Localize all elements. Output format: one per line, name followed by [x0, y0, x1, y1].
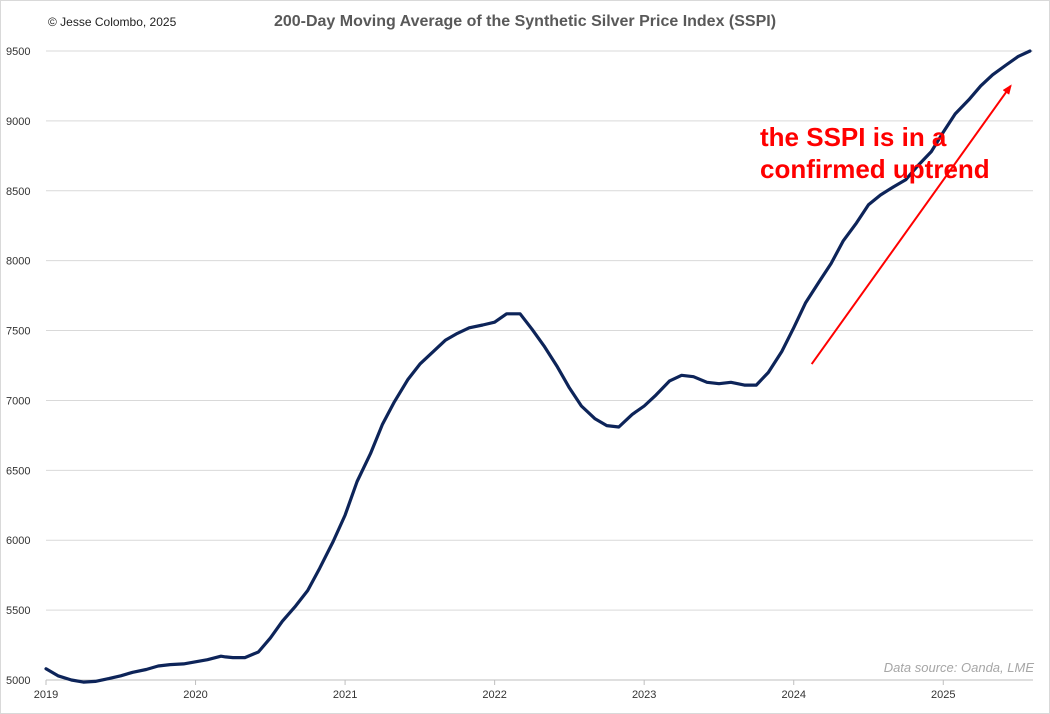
- y-tick-label: 6000: [6, 535, 30, 547]
- sspi-200dma-line: [44, 49, 1032, 684]
- chart-title: 200-Day Moving Average of the Synthetic …: [273, 13, 777, 30]
- annotation-layer: [810, 84, 1012, 365]
- y-tick-label: 6500: [6, 465, 30, 477]
- x-tick-label: 2022: [482, 689, 506, 701]
- x-tick-label: 2024: [781, 689, 805, 701]
- y-tick-label: 7000: [6, 395, 30, 407]
- y-tick-label: 8000: [6, 256, 30, 268]
- x-axis-ticks: 2019 2020 2021 2022 2023 2024 2025: [34, 680, 956, 701]
- y-axis-ticks: 5000 5500 6000 6500 7000 7500 8000 8500 9000 9500: [6, 46, 30, 687]
- gridlines: [46, 50, 1033, 681]
- y-tick-label: 8500: [6, 186, 30, 198]
- y-tick-label: 5000: [6, 675, 30, 687]
- annotation-text: the SSPI is in a confirmed uptrend: [760, 122, 990, 184]
- y-tick-label: 9500: [6, 46, 30, 58]
- y-tick-label: 5500: [6, 605, 30, 617]
- x-tick-label: 2020: [183, 689, 207, 701]
- data-source-note: Data source: Oanda, LME: [883, 660, 1034, 675]
- x-tick-label: 2023: [632, 689, 656, 701]
- copyright-text: © Jesse Colombo, 2025: [48, 15, 177, 29]
- x-tick-label: 2021: [333, 689, 357, 701]
- x-tick-label: 2019: [34, 689, 58, 701]
- x-tick-label: 2025: [931, 689, 955, 701]
- uptrend-arrow: [810, 84, 1012, 365]
- y-tick-label: 9000: [6, 116, 30, 128]
- y-tick-label: 7500: [6, 326, 30, 338]
- series-layer: [44, 49, 1032, 684]
